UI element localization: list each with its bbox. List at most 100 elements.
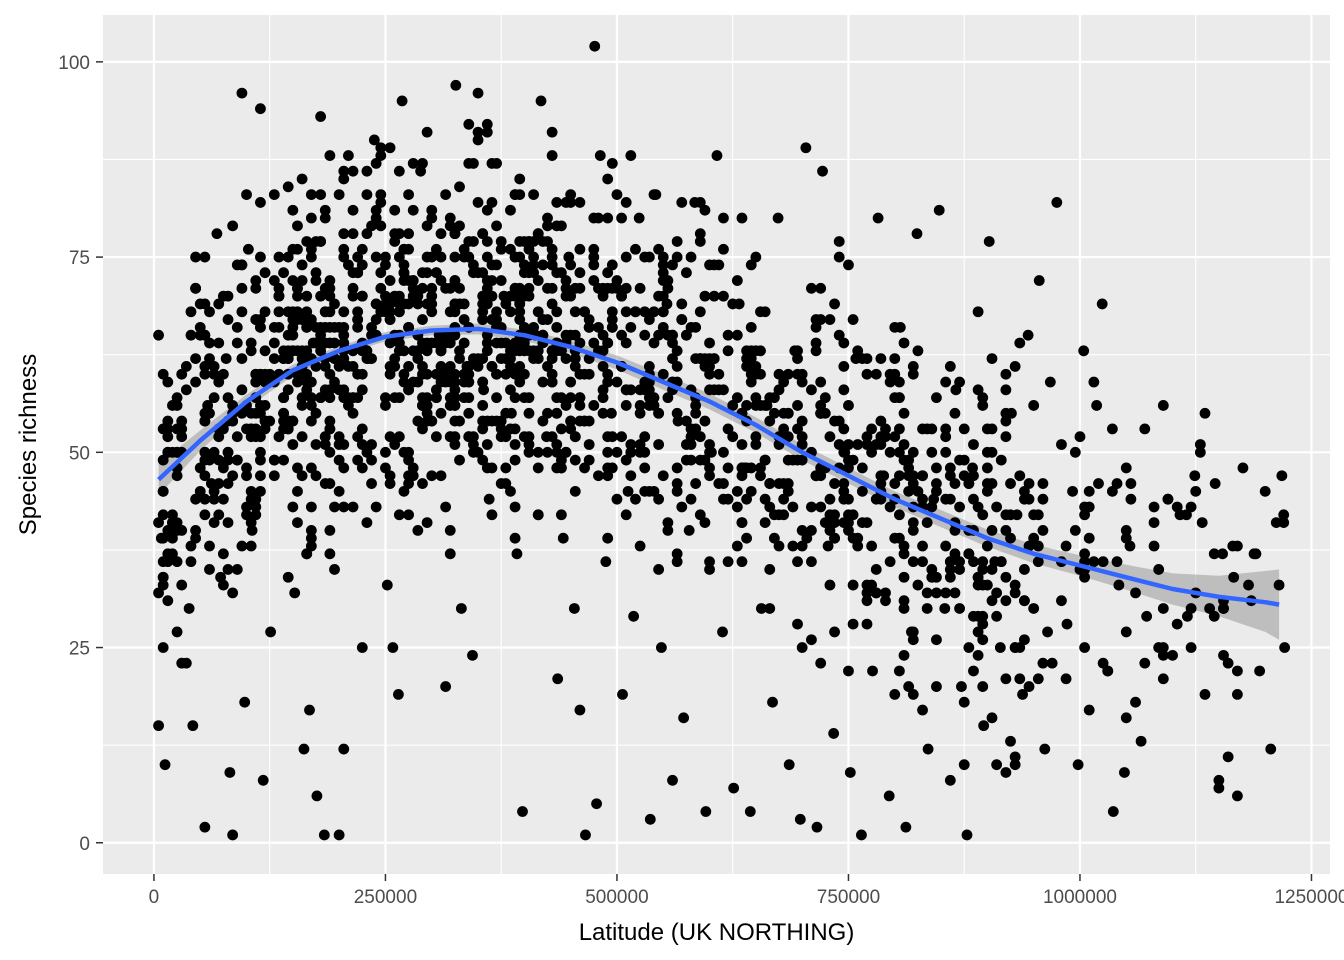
- data-point: [542, 361, 553, 372]
- data-point: [384, 478, 396, 489]
- data-point: [421, 407, 433, 419]
- data-point: [815, 501, 827, 513]
- data-point: [772, 212, 784, 224]
- data-point: [986, 478, 998, 489]
- data-point: [1231, 790, 1243, 802]
- data-point: [412, 525, 424, 536]
- data-point: [815, 376, 827, 388]
- data-point: [1102, 665, 1114, 677]
- data-point: [963, 642, 975, 653]
- data-point: [245, 431, 257, 443]
- data-point: [972, 649, 984, 661]
- data-point: [440, 329, 452, 341]
- data-point: [1083, 485, 1095, 497]
- data-point: [856, 485, 868, 497]
- data-point: [486, 275, 498, 286]
- data-point: [893, 392, 905, 404]
- data-point: [1009, 642, 1021, 653]
- data-point: [838, 517, 850, 528]
- data-point: [880, 595, 891, 607]
- data-point: [694, 228, 706, 240]
- data-point: [268, 321, 280, 333]
- data-point: [593, 212, 604, 224]
- data-point: [380, 259, 391, 271]
- data-point: [727, 431, 739, 443]
- data-point: [324, 423, 336, 435]
- data-point: [657, 259, 669, 271]
- data-point: [426, 290, 438, 302]
- data-point: [199, 509, 211, 521]
- data-point: [819, 392, 831, 404]
- data-point: [430, 368, 442, 380]
- data-point: [343, 150, 354, 161]
- data-point: [940, 587, 952, 599]
- data-point: [1028, 603, 1040, 614]
- data-point: [255, 407, 266, 419]
- data-point: [472, 87, 484, 99]
- data-point: [159, 759, 171, 771]
- data-point: [194, 321, 206, 333]
- data-point: [361, 165, 373, 177]
- data-point: [449, 384, 461, 396]
- data-point: [1231, 688, 1243, 700]
- data-point: [977, 392, 989, 404]
- data-point: [954, 556, 965, 568]
- data-point: [528, 353, 540, 364]
- data-point: [796, 454, 808, 466]
- data-point: [1023, 681, 1035, 692]
- data-point: [396, 95, 408, 107]
- data-point: [1091, 400, 1103, 411]
- data-point: [532, 306, 544, 318]
- data-point: [843, 400, 854, 411]
- data-point: [398, 243, 410, 255]
- data-point: [704, 462, 715, 474]
- data-point: [1157, 649, 1169, 661]
- data-point: [968, 470, 979, 482]
- x-tick-label: 500000: [585, 887, 648, 908]
- data-point: [204, 337, 215, 349]
- data-point: [301, 321, 313, 333]
- data-point: [278, 267, 289, 279]
- data-point: [898, 439, 910, 450]
- data-point: [972, 501, 984, 513]
- data-point: [889, 431, 901, 443]
- data-point: [662, 525, 674, 536]
- data-point: [273, 251, 285, 263]
- data-point: [319, 282, 331, 294]
- data-point: [213, 337, 225, 349]
- data-point: [602, 431, 614, 443]
- data-point: [856, 462, 868, 474]
- y-axis-title: Species richness: [15, 354, 42, 535]
- data-point: [676, 501, 688, 513]
- data-point: [472, 267, 484, 279]
- data-point: [792, 345, 803, 357]
- data-point: [1079, 548, 1090, 560]
- data-point: [829, 532, 840, 544]
- data-point: [278, 454, 289, 466]
- data-point: [318, 829, 330, 841]
- data-point: [764, 392, 776, 404]
- data-point: [893, 376, 905, 388]
- data-point: [611, 282, 623, 294]
- data-point: [491, 259, 502, 271]
- data-point: [1032, 540, 1044, 552]
- data-point: [500, 478, 512, 489]
- data-point: [685, 439, 697, 450]
- data-point: [796, 439, 808, 450]
- data-point: [352, 431, 364, 443]
- data-point: [356, 423, 368, 435]
- data-point: [602, 212, 614, 224]
- data-point: [1250, 548, 1262, 560]
- data-point: [421, 126, 433, 138]
- data-point: [555, 454, 567, 466]
- data-point: [157, 454, 169, 466]
- data-point: [806, 501, 817, 513]
- data-point: [292, 243, 303, 255]
- data-point: [450, 79, 462, 91]
- data-point: [241, 462, 252, 474]
- data-point: [333, 439, 345, 450]
- data-point: [744, 806, 756, 817]
- data-point: [694, 197, 706, 208]
- data-point: [282, 384, 294, 396]
- data-point: [634, 439, 646, 450]
